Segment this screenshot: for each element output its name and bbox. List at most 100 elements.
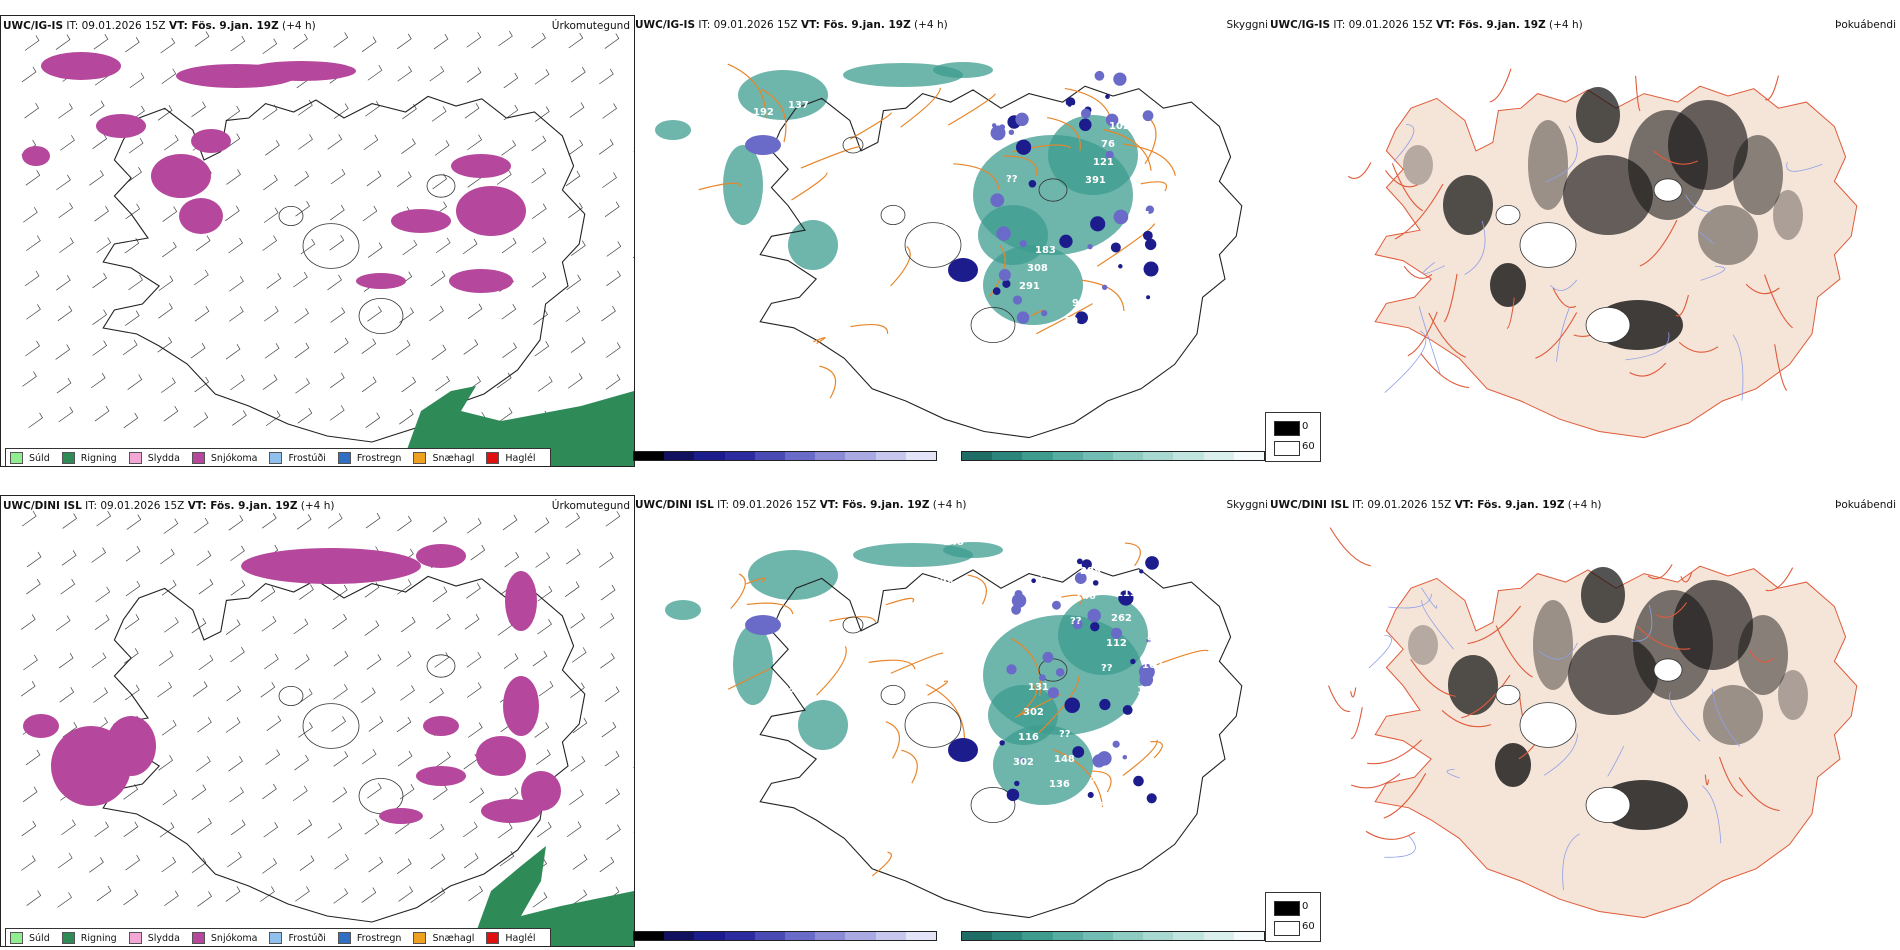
river bbox=[1625, 332, 1670, 361]
wind-barb bbox=[397, 66, 413, 82]
ceiling-value-label: 298 bbox=[1080, 566, 1101, 577]
ceiling-cell bbox=[1047, 687, 1059, 699]
road bbox=[1774, 344, 1788, 391]
wind-barb bbox=[571, 240, 586, 256]
glacier-outlines bbox=[842, 136, 1068, 343]
fog-swatch-light bbox=[1274, 441, 1300, 456]
snow-area bbox=[481, 799, 541, 823]
low-visibility-areas bbox=[665, 542, 1148, 805]
wind-barb bbox=[161, 68, 177, 85]
wind-barb bbox=[466, 67, 482, 83]
wind-barb bbox=[329, 235, 345, 251]
ceiling-value-label: 718 bbox=[1122, 228, 1143, 239]
ceiling-color-step bbox=[754, 452, 786, 460]
ceiling-value-label: 948 bbox=[943, 537, 964, 548]
visibility-color-step bbox=[1052, 932, 1083, 940]
visibility-color-step bbox=[1173, 932, 1204, 940]
ceiling-cell bbox=[1042, 651, 1054, 663]
wind-barb bbox=[503, 72, 519, 89]
snow-area bbox=[456, 186, 526, 236]
wind-barb bbox=[92, 272, 107, 289]
wind-barb bbox=[496, 372, 512, 389]
visibility-color-step bbox=[1203, 452, 1234, 460]
ceiling-value-label: 119 bbox=[1116, 588, 1137, 599]
wind-barb bbox=[566, 821, 582, 838]
ceiling-color-step bbox=[845, 932, 876, 940]
ceiling-value-label: 131 bbox=[1028, 682, 1049, 693]
fog-title-bottom: Þokuábendi bbox=[1835, 499, 1896, 511]
ceiling-color-step bbox=[724, 452, 755, 460]
ceiling-cell bbox=[1006, 664, 1017, 675]
visibility-color-step bbox=[992, 932, 1023, 940]
wind-barbs bbox=[21, 30, 634, 429]
visibility-tick: 4 bbox=[1056, 463, 1063, 465]
wind-barb bbox=[262, 235, 277, 251]
road bbox=[1420, 353, 1470, 389]
legend-swatch bbox=[10, 452, 23, 464]
wind-barb bbox=[61, 819, 76, 836]
wind-barb bbox=[24, 270, 40, 287]
visibility-tick: 8 bbox=[1176, 943, 1183, 945]
road bbox=[791, 172, 828, 201]
glacier bbox=[1653, 658, 1683, 682]
visibility-color-step bbox=[962, 932, 993, 940]
wind-barb bbox=[470, 544, 486, 561]
wind-barb bbox=[435, 237, 451, 254]
ceiling-tick: 800 bbox=[865, 463, 886, 465]
snow-area bbox=[449, 269, 513, 293]
visibility-colorbar bbox=[961, 931, 1265, 941]
road-network bbox=[698, 63, 1177, 399]
wind-barb bbox=[401, 138, 416, 154]
fog-legend-bottom: 0 60 bbox=[1265, 892, 1321, 942]
wind-barb bbox=[96, 885, 112, 902]
ceiling-value-label: 302 bbox=[1023, 707, 1044, 718]
river-network bbox=[1368, 587, 1741, 891]
river bbox=[1544, 126, 1578, 183]
visibility-color-step bbox=[992, 452, 1023, 460]
wind-barb bbox=[297, 407, 313, 424]
visibility-color-step bbox=[1143, 932, 1174, 940]
snow-area bbox=[521, 771, 561, 811]
visibility-tick: 2 bbox=[996, 463, 1003, 465]
wind-barb bbox=[164, 617, 179, 633]
wind-barb bbox=[298, 722, 313, 738]
wind-barb bbox=[604, 33, 620, 49]
ceiling-cell bbox=[1065, 97, 1076, 107]
snow-areas bbox=[23, 544, 561, 824]
fog-area bbox=[1576, 87, 1620, 143]
snow-area bbox=[451, 154, 511, 178]
ceiling-color-step bbox=[875, 452, 906, 460]
visibility-color-step bbox=[1113, 452, 1144, 460]
ceiling-value-label: 408 bbox=[913, 627, 934, 638]
wind-barb bbox=[463, 821, 478, 838]
wind-barb bbox=[431, 106, 447, 122]
wind-barb bbox=[430, 887, 446, 903]
wind-barb bbox=[430, 853, 446, 870]
ceiling-cell bbox=[1087, 608, 1101, 623]
glacier bbox=[302, 703, 360, 749]
road bbox=[746, 602, 794, 615]
visibility-area bbox=[978, 205, 1048, 265]
wind-barb bbox=[229, 306, 244, 322]
legend-item-5: Frostregn bbox=[337, 932, 401, 944]
visibility-colorbar bbox=[961, 451, 1265, 461]
wind-barb bbox=[94, 205, 109, 222]
legend-swatch bbox=[486, 932, 500, 944]
ceiling-color-step bbox=[905, 452, 937, 460]
wind-barb bbox=[368, 856, 384, 873]
wind-barb bbox=[502, 514, 518, 531]
wind-barb bbox=[25, 340, 40, 357]
wind-barb bbox=[399, 409, 414, 425]
wind-barb bbox=[366, 170, 382, 187]
wind-barb bbox=[333, 337, 349, 354]
wind-barb bbox=[364, 582, 380, 598]
visibility-area bbox=[655, 120, 691, 140]
road bbox=[1535, 312, 1578, 359]
cloud-title-top: Skyggni bbox=[1226, 19, 1269, 31]
wind-barb bbox=[230, 374, 245, 391]
wind-barb bbox=[265, 140, 280, 156]
ceiling-areas bbox=[745, 70, 1159, 325]
wind-barb bbox=[194, 376, 210, 393]
ceiling-cell bbox=[1145, 205, 1155, 214]
wind-barb bbox=[230, 580, 246, 596]
